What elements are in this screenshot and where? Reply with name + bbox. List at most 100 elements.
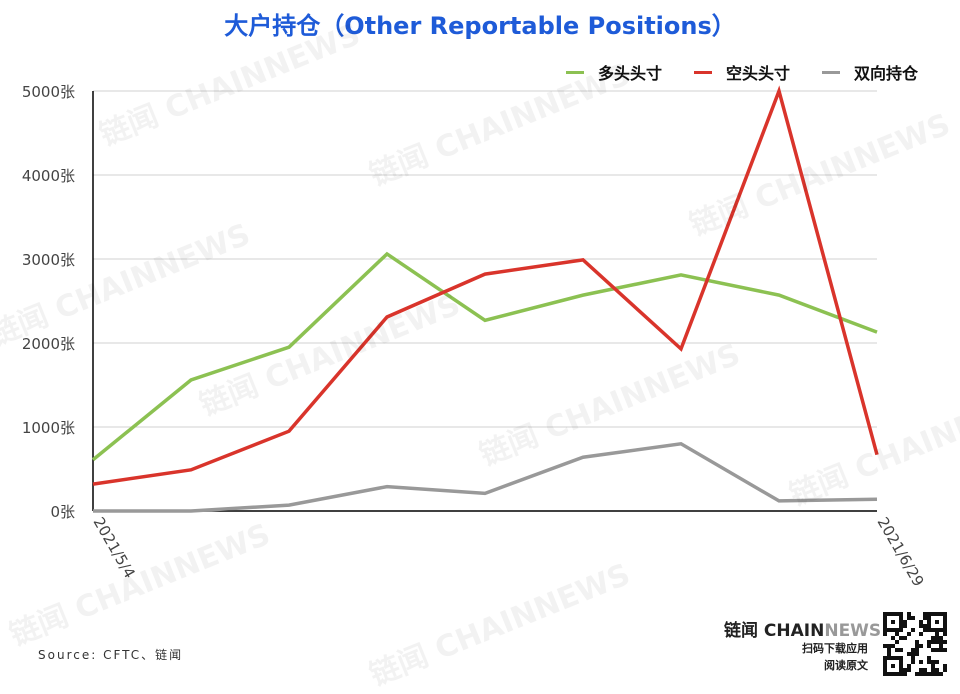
y-tick-label: 3000张 — [22, 251, 75, 269]
qr-module — [935, 672, 939, 676]
qr-module — [919, 672, 923, 676]
qr-module — [927, 612, 931, 616]
qr-module — [911, 652, 915, 656]
qr-module — [903, 668, 907, 672]
qr-module — [887, 628, 891, 632]
qr-module — [883, 668, 887, 672]
qr-module — [883, 672, 887, 676]
qr-module — [943, 648, 947, 652]
qr-module — [931, 664, 935, 668]
qr-module — [923, 672, 927, 676]
qr-module — [883, 624, 887, 628]
qr-module — [919, 644, 923, 648]
qr-module — [903, 620, 907, 624]
qr-module — [927, 672, 931, 676]
qr-module — [919, 620, 923, 624]
qr-module — [935, 632, 939, 636]
download-app-text: 扫码下载应用 — [802, 642, 868, 655]
qr-module — [895, 640, 899, 644]
qr-module — [943, 612, 947, 616]
qr-module — [903, 624, 907, 628]
qr-module — [927, 640, 931, 644]
qr-module — [911, 648, 915, 652]
qr-module — [907, 632, 911, 636]
qr-module — [899, 656, 903, 660]
qr-module — [911, 628, 915, 632]
qr-module — [939, 672, 943, 676]
qr-module — [943, 640, 947, 644]
qr-module — [943, 668, 947, 672]
y-tick-label: 1000张 — [22, 419, 75, 437]
series-line-1 — [92, 85, 879, 486]
qr-module — [883, 656, 887, 660]
qr-module — [935, 648, 939, 652]
legend-item-short: 空头头寸 — [694, 60, 790, 84]
qr-module — [927, 620, 931, 624]
qr-module — [903, 636, 907, 640]
x-tick-label: 2021/6/29 — [874, 514, 928, 590]
qr-module — [927, 660, 931, 664]
chart-title: 大户持仓（Other Reportable Positions） — [224, 12, 736, 40]
qr-module — [927, 624, 931, 628]
qr-module — [911, 660, 915, 664]
qr-module — [931, 640, 935, 644]
qr-module — [919, 668, 923, 672]
qr-module — [899, 664, 903, 668]
qr-module — [919, 660, 923, 664]
qr-module — [923, 616, 927, 620]
qr-module — [931, 668, 935, 672]
qr-module — [895, 648, 899, 652]
qr-module — [891, 620, 895, 624]
qr-module — [923, 628, 927, 632]
qr-module — [907, 668, 911, 672]
qr-module — [899, 624, 903, 628]
qr-module — [939, 628, 943, 632]
qr-module — [883, 616, 887, 620]
qr-module — [887, 656, 891, 660]
qr-module — [931, 672, 935, 676]
read-original-text: 阅读原文 — [824, 659, 868, 672]
qr-module — [883, 644, 887, 648]
qr-module — [895, 632, 899, 636]
y-tick-label: 2000张 — [22, 335, 75, 353]
qr-module — [883, 664, 887, 668]
qr-module — [943, 628, 947, 632]
series-line-0 — [91, 251, 878, 462]
qr-module — [911, 616, 915, 620]
qr-module — [907, 664, 911, 668]
brand-chain: CHAIN — [763, 621, 825, 641]
x-tick-label: 2021/5/4 — [90, 514, 139, 581]
qr-module — [891, 628, 895, 632]
qr-module — [883, 620, 887, 624]
qr-module — [883, 660, 887, 664]
qr-module — [891, 672, 895, 676]
qr-module — [899, 636, 903, 640]
qr-module — [915, 648, 919, 652]
qr-module — [891, 664, 895, 668]
legend-swatch-short — [694, 70, 712, 74]
brand-news: NEWS — [824, 621, 882, 641]
qr-module — [943, 620, 947, 624]
y-tick-label: 4000张 — [22, 167, 75, 185]
qr-module — [935, 620, 939, 624]
qr-module — [931, 648, 935, 652]
qr-module — [903, 672, 907, 676]
qr-module — [883, 632, 887, 636]
qr-module — [891, 612, 895, 616]
qr-module — [899, 620, 903, 624]
qr-module — [935, 640, 939, 644]
qr-code-icon — [883, 612, 947, 676]
qr-module — [923, 612, 927, 616]
qr-module — [883, 628, 887, 632]
qr-module — [943, 664, 947, 668]
qr-module — [939, 640, 943, 644]
qr-module — [943, 616, 947, 620]
qr-module — [891, 636, 895, 640]
qr-module — [895, 672, 899, 676]
legend-item-long: 多头头寸 — [566, 60, 662, 84]
qr-module — [927, 616, 931, 620]
legend-label-spread: 双向持仓 — [854, 64, 919, 83]
qr-module — [883, 612, 887, 616]
brand-logo: 链闻 CHAINNEWS — [724, 616, 881, 641]
